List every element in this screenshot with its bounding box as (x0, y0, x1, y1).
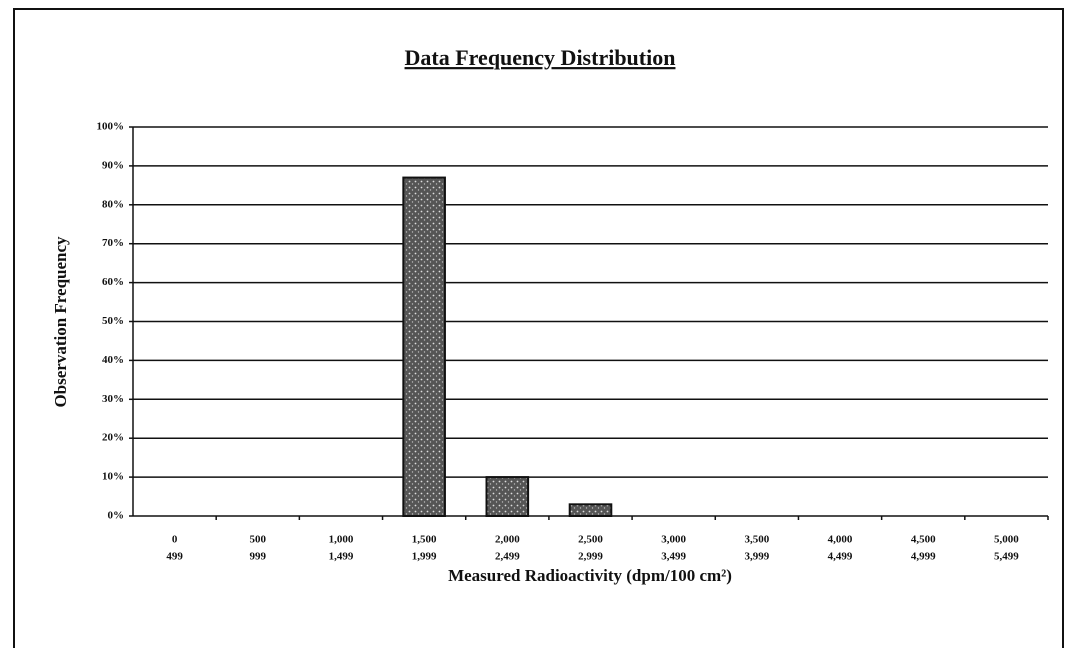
bar (485, 476, 530, 518)
y-tick-label: 10% (102, 471, 124, 483)
x-tick-label: 999 (250, 551, 267, 563)
x-tick-label: 0 (172, 534, 178, 546)
bar (402, 176, 446, 517)
bar (568, 503, 613, 517)
y-tick-label: 70% (102, 237, 124, 249)
x-tick-label: 4,000 (828, 534, 853, 546)
y-tick-label: 0% (108, 510, 125, 522)
x-tick-label: 2,500 (578, 534, 603, 546)
y-tick-label: 40% (102, 354, 124, 366)
y-tick-label: 50% (102, 315, 124, 327)
x-tick-label: 499 (166, 551, 183, 563)
x-tick-label: 4,500 (911, 534, 936, 546)
x-tick-label: 4,999 (911, 551, 936, 563)
y-tick-label: 30% (102, 393, 124, 405)
y-tick-label: 60% (102, 276, 124, 288)
x-tick-label: 1,499 (329, 551, 354, 563)
x-tick-label: 2,499 (495, 551, 520, 563)
x-tick-label: 3,999 (744, 551, 769, 563)
x-tick-label: 3,000 (661, 534, 686, 546)
x-tick-label: 3,499 (661, 551, 686, 563)
x-tick-label: 4,499 (828, 551, 853, 563)
x-tick-label: 1,000 (329, 534, 354, 546)
y-tick-label: 80% (102, 198, 124, 210)
x-tick-label: 3,500 (744, 534, 769, 546)
x-axis-label: Measured Radioactivity (dpm/100 cm²) (448, 566, 732, 585)
x-tick-label: 2,000 (495, 534, 520, 546)
x-tick-label: 2,999 (578, 551, 603, 563)
y-axis-label: Observation Frequency (51, 236, 70, 408)
x-tick-label: 1,999 (412, 551, 437, 563)
y-tick-label: 100% (97, 121, 125, 133)
y-tick-label: 90% (102, 159, 124, 171)
y-tick-label: 20% (102, 432, 124, 444)
chart-title: Data Frequency Distribution (405, 45, 676, 70)
x-tick-label: 5,499 (994, 551, 1019, 563)
x-tick-label: 5,000 (994, 534, 1019, 546)
frame (13, 8, 1064, 648)
x-tick-label: 1,500 (412, 534, 437, 546)
x-tick-label: 500 (250, 534, 267, 546)
